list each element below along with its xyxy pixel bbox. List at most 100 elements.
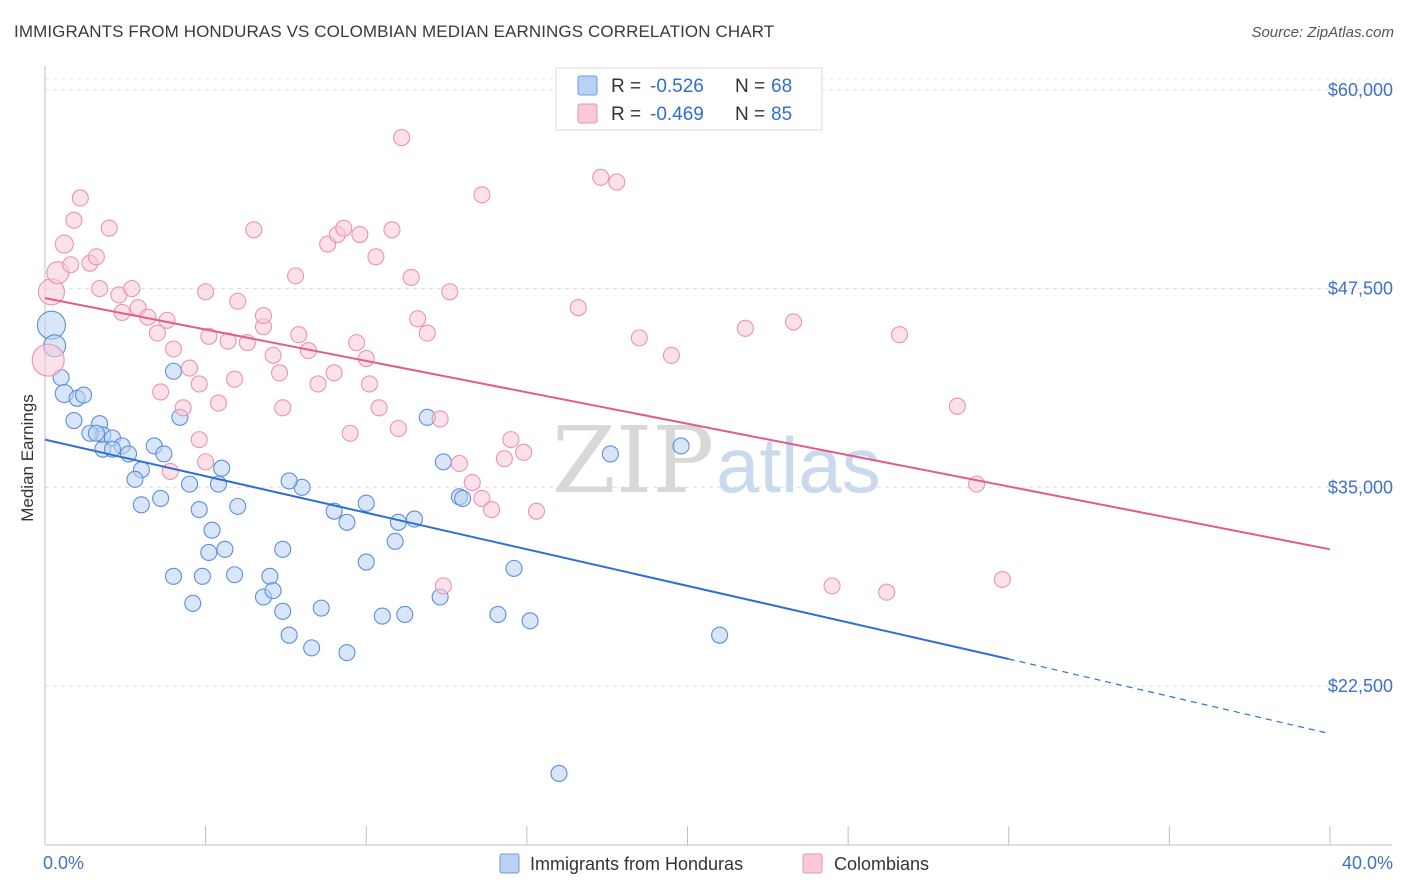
- honduras-point: [338, 644, 356, 662]
- y-tick-label: $35,000: [1328, 477, 1393, 497]
- x-tick-label: 40.0%: [1342, 853, 1393, 873]
- honduras-point: [454, 489, 472, 507]
- colombian-point: [473, 186, 491, 204]
- colombian-point: [502, 431, 520, 449]
- colombian-point: [569, 299, 587, 317]
- colombian-point: [290, 326, 308, 344]
- colombian-point: [87, 248, 105, 266]
- colombian-point: [209, 394, 228, 412]
- honduras-point: [711, 626, 729, 644]
- watermark: ZIP atlas: [552, 407, 881, 514]
- honduras-point: [264, 582, 282, 600]
- colombian-point: [65, 211, 83, 229]
- axes: [44, 66, 1392, 846]
- colombian-point: [441, 283, 459, 301]
- honduras-point: [193, 567, 211, 585]
- colombian-point: [200, 327, 218, 345]
- colombian-point: [164, 340, 183, 358]
- honduras-point: [164, 362, 183, 380]
- honduras-point: [190, 501, 208, 519]
- bottom-legend-swatch: [802, 853, 823, 874]
- colombian-point: [100, 219, 118, 237]
- honduras-point: [75, 386, 93, 404]
- colombian-point: [367, 248, 385, 266]
- colombian-point: [190, 431, 208, 449]
- honduras-point: [489, 605, 507, 624]
- honduras-point: [550, 764, 568, 783]
- legend-n-value: 68: [771, 76, 792, 97]
- colombian-point: [357, 349, 375, 368]
- colombian-point: [736, 319, 754, 337]
- colombian-point: [161, 462, 179, 480]
- honduras-point: [216, 540, 234, 558]
- y-tick-label: $22,500: [1328, 676, 1393, 696]
- colombian-point: [91, 280, 109, 298]
- honduras-point: [261, 567, 279, 585]
- colombian-point: [62, 256, 80, 274]
- colombian-point: [71, 189, 89, 207]
- colombian-point: [123, 280, 141, 298]
- honduras-point: [155, 445, 173, 463]
- top-legend: R = -0.526 N = 68 R = -0.469 N = 85: [555, 67, 823, 131]
- data-points: [31, 129, 1011, 783]
- honduras-point: [181, 475, 199, 493]
- colombian-point: [418, 324, 436, 342]
- legend-box: [555, 67, 823, 131]
- colombian-point: [434, 577, 452, 595]
- colombian-point: [463, 473, 481, 492]
- colombian-point: [197, 453, 215, 471]
- colombian-point: [784, 313, 803, 331]
- colombian-point: [197, 283, 215, 301]
- colombian-point: [592, 168, 610, 186]
- colombian-point: [431, 410, 449, 428]
- chart-title: IMMIGRANTS FROM HONDURAS VS COLOMBIAN ME…: [14, 22, 775, 41]
- honduras-point: [357, 553, 375, 571]
- colombian-point: [360, 375, 379, 393]
- honduras-point: [126, 470, 144, 488]
- colombian-point: [254, 307, 273, 325]
- honduras-point: [225, 566, 244, 584]
- legend-r-value: -0.526: [650, 76, 704, 97]
- legend-r-label: R =: [611, 104, 641, 125]
- colombian-point: [890, 326, 909, 344]
- honduras-point: [357, 494, 375, 512]
- honduras-point: [274, 602, 292, 620]
- legend-r-label: R =: [611, 76, 641, 97]
- bottom-legend-swatch: [499, 853, 520, 874]
- colombian-point: [309, 375, 327, 393]
- colombian-point: [473, 489, 491, 507]
- colombian-point: [370, 399, 388, 417]
- honduras-point: [280, 472, 298, 490]
- colombian-point: [335, 219, 353, 237]
- colombian-point: [245, 221, 263, 239]
- honduras-point: [213, 459, 231, 477]
- bottom-legend: Immigrants from Honduras Colombians: [499, 853, 929, 874]
- colombian-point: [608, 173, 626, 191]
- honduras-point: [338, 513, 356, 531]
- colombian-point: [662, 346, 680, 364]
- honduras-point: [434, 453, 452, 471]
- colombian-point: [174, 399, 192, 417]
- colombian-point: [190, 375, 208, 393]
- y-tick-labels: $22,500 $35,000 $47,500 $60,000: [1328, 80, 1393, 696]
- legend-swatch: [577, 75, 598, 96]
- honduras-trend-extension: [1008, 658, 1331, 735]
- honduras-point: [203, 521, 221, 539]
- colombian-point: [383, 221, 401, 239]
- colombian-point: [181, 359, 199, 377]
- colombian-point: [348, 334, 366, 352]
- colombian-point: [409, 310, 427, 328]
- colombian-point: [351, 225, 369, 244]
- honduras-point: [505, 559, 523, 577]
- legend-n-label: N =: [735, 76, 765, 97]
- colombian-point: [274, 399, 292, 417]
- honduras-point: [280, 626, 298, 644]
- colombian-point: [450, 454, 468, 473]
- honduras-point: [521, 612, 539, 630]
- colombian-point: [402, 268, 420, 287]
- colombian-point: [341, 424, 359, 442]
- colombian-point: [152, 383, 170, 401]
- colombian-point: [389, 419, 407, 438]
- honduras-point: [184, 594, 202, 612]
- trend-lines: [44, 297, 1331, 735]
